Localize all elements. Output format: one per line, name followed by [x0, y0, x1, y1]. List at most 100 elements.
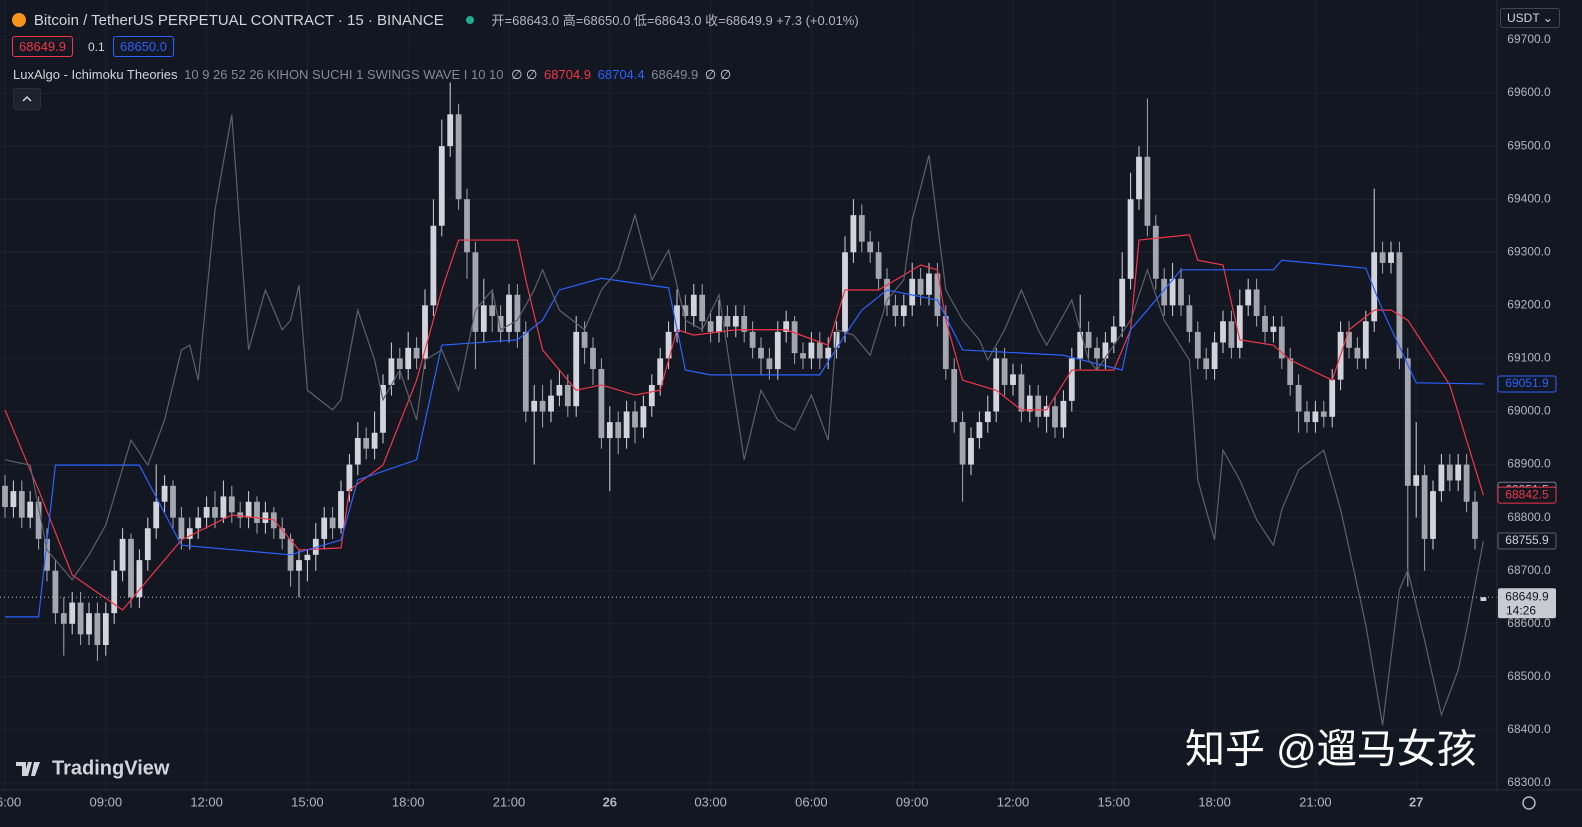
candle-body [900, 305, 907, 316]
candle-body [430, 225, 437, 306]
candle-body [850, 215, 857, 253]
candle-body [86, 613, 92, 635]
candle-body [1119, 278, 1126, 327]
candle-body [732, 315, 739, 327]
candle-body [1077, 331, 1084, 359]
candle-body [447, 114, 454, 147]
candle-body [1421, 475, 1428, 539]
indicator-line [5, 259, 1484, 618]
candle-body [917, 278, 924, 295]
candle-body [665, 331, 672, 359]
candle-body [1043, 406, 1050, 417]
candle-body [35, 501, 42, 539]
x-tick-label: 09:00 [90, 794, 123, 809]
header: Bitcoin / TetherUS PERPETUAL CONTRACT · … [12, 10, 859, 29]
candle-body [354, 438, 361, 465]
candle-body [1161, 278, 1168, 306]
y-tick-label: 69400.0 [1507, 191, 1551, 205]
candle-body [707, 321, 714, 332]
indicator-line [4, 114, 1484, 726]
candle-body [573, 331, 580, 407]
candle-body [195, 517, 202, 529]
candle-body [1446, 464, 1453, 481]
candle-body [842, 252, 848, 332]
candle-body [1379, 252, 1386, 263]
candle-body [1287, 358, 1294, 385]
candle-body [237, 512, 244, 518]
candle-body [606, 422, 613, 439]
candle-body [699, 294, 706, 322]
candle-body [480, 305, 487, 332]
chevron [22, 95, 32, 102]
candle-body [1010, 374, 1016, 385]
x-tick-label: 21:00 [493, 794, 526, 809]
candle-body [951, 369, 958, 423]
y-tick-label: 68900.0 [1507, 457, 1551, 471]
candle-body [522, 331, 529, 412]
candle-body [632, 411, 638, 428]
logo-text: TradingView [52, 757, 170, 779]
indicator-params: 10 9 26 52 26 KIHON SUCHI 1 SWINGS WAVE … [184, 67, 504, 82]
candle-body [1194, 331, 1201, 359]
candle-body [984, 411, 991, 423]
x-tick-label: 18:00 [392, 794, 425, 809]
candle-body [674, 305, 680, 332]
candle-body [438, 146, 445, 226]
candle-body [749, 331, 756, 348]
candle-body [1211, 342, 1218, 370]
candle-body [69, 602, 76, 624]
candle-body [321, 517, 328, 539]
candle-body [766, 358, 773, 370]
candle-body [363, 438, 370, 449]
currency-selector[interactable]: USDT ⌄ [1500, 8, 1560, 28]
candle-body [1127, 199, 1134, 279]
candle-body [867, 241, 874, 253]
symbol-title[interactable]: Bitcoin / TetherUS PERPETUAL CONTRACT · … [33, 12, 444, 29]
ohlc-values: 开=68643.0 高=68650.0 低=68643.0 收=68649.9 … [491, 13, 859, 28]
candle-body [170, 485, 176, 518]
settings-icon[interactable] [1522, 796, 1536, 810]
candle-body [10, 491, 17, 508]
candle-body [60, 613, 67, 624]
candle-body [1304, 411, 1310, 423]
candle-body [514, 294, 521, 332]
candle-body [1085, 331, 1092, 348]
candle-body [1102, 342, 1109, 359]
candle-body [858, 215, 865, 242]
collapse-button[interactable] [13, 88, 41, 110]
candle-body [1068, 358, 1075, 401]
candle-body [1320, 411, 1327, 417]
candle-body [144, 528, 151, 561]
sell-price[interactable]: 68649.9 [12, 36, 73, 57]
indicator-name[interactable]: LuxAlgo - Ichimoku Theories [13, 67, 178, 82]
y-tick-label: 69100.0 [1507, 351, 1551, 365]
candle-body [396, 358, 403, 370]
candle-body [186, 528, 193, 539]
candle-body [564, 384, 571, 407]
buy-price[interactable]: 68650.0 [113, 36, 174, 57]
candle-body [1220, 321, 1226, 343]
candle-body [1228, 321, 1235, 348]
candle-body [329, 517, 336, 529]
price-tag-box [1497, 375, 1557, 393]
candle-body [1060, 400, 1067, 428]
logo-icon [16, 762, 40, 776]
candle-body [94, 613, 101, 646]
candle-body [833, 331, 840, 348]
candle-body [102, 613, 109, 646]
candle-body [531, 400, 538, 412]
countdown: 14:26 [1506, 603, 1536, 617]
y-tick-label: 69600.0 [1507, 85, 1551, 99]
candle-body [648, 384, 655, 407]
candle-body [1262, 315, 1268, 332]
candle-body [161, 485, 168, 502]
candle-body [556, 384, 563, 396]
x-tick-label: 03:00 [694, 794, 727, 809]
candle-body [1371, 252, 1378, 322]
candle-body [1052, 406, 1058, 428]
candle-body [464, 199, 470, 253]
candle-body [296, 560, 302, 571]
candle-body [338, 491, 344, 529]
candle-body [212, 507, 218, 518]
